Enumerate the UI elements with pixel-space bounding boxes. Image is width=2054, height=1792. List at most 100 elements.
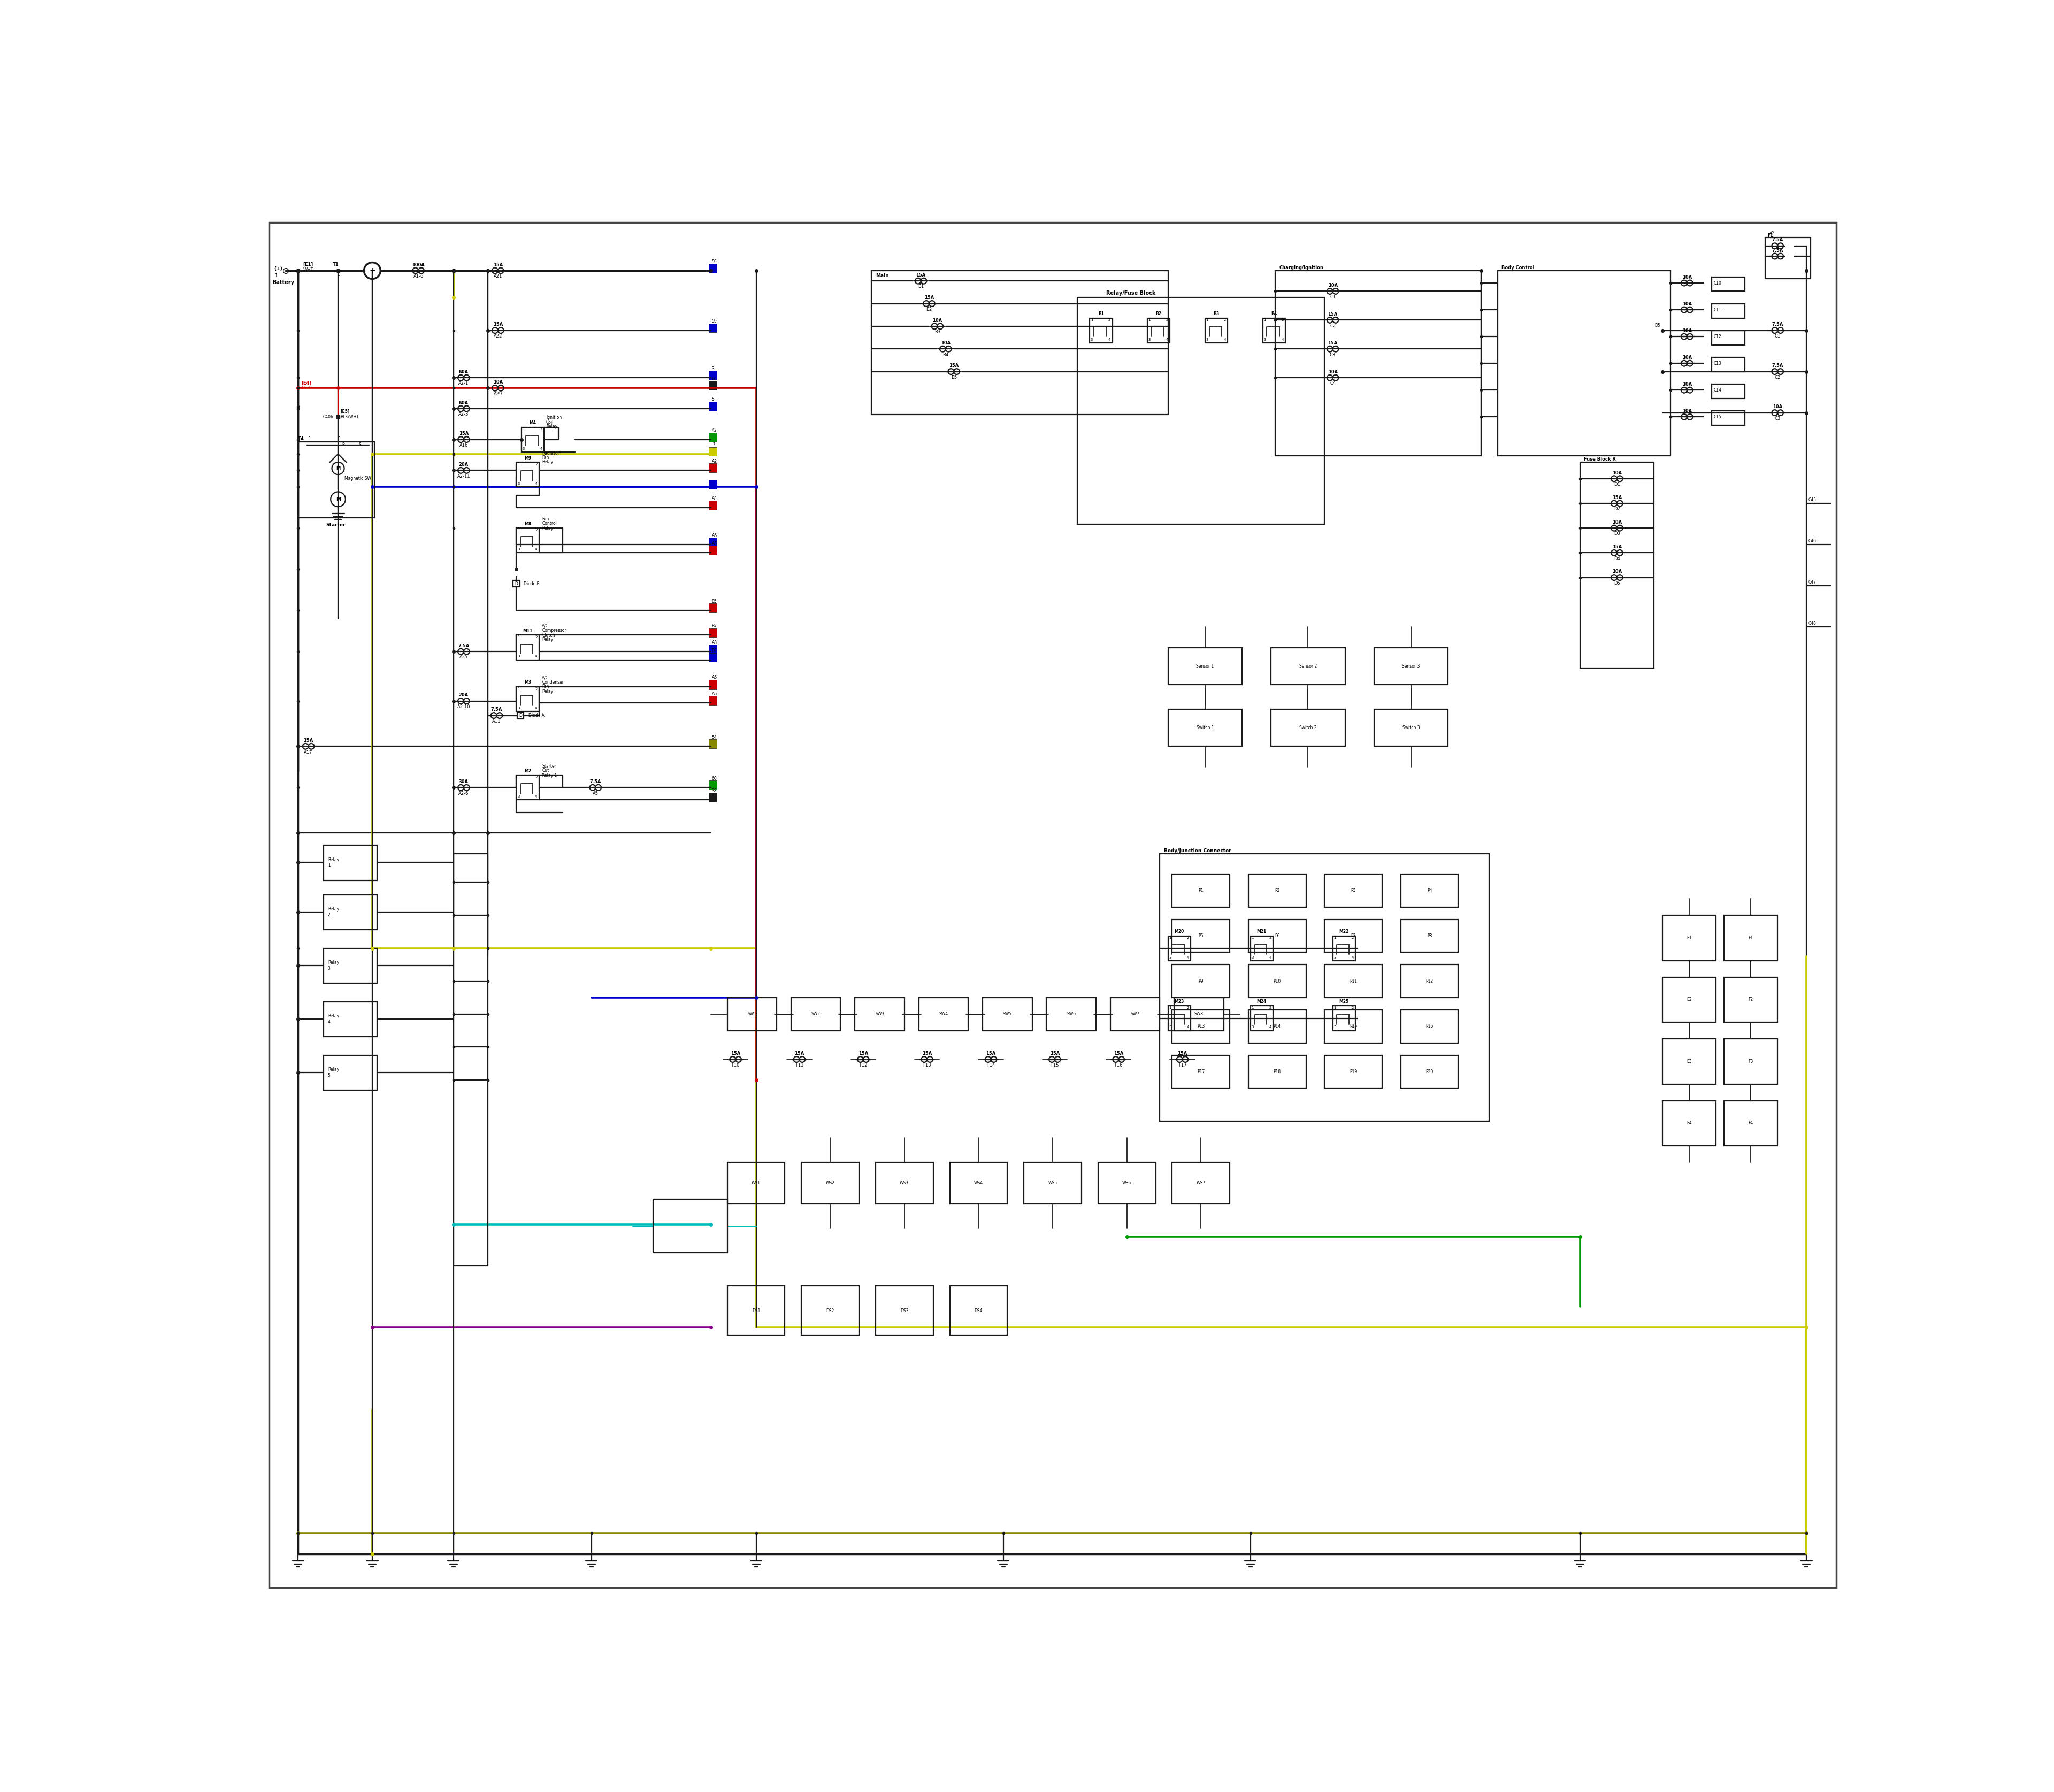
Text: 1: 1 xyxy=(518,529,520,532)
Bar xyxy=(1325,1011,1382,1043)
Bar xyxy=(709,645,717,654)
Text: [E5]: [E5] xyxy=(341,409,349,414)
Text: B7: B7 xyxy=(711,624,717,629)
Text: 15A: 15A xyxy=(859,1052,869,1055)
Bar xyxy=(1662,977,1715,1023)
Text: A6: A6 xyxy=(711,692,717,697)
Text: 15A: 15A xyxy=(304,738,314,744)
Text: F16: F16 xyxy=(1115,1063,1124,1068)
Text: D1: D1 xyxy=(1614,482,1621,487)
Text: 1: 1 xyxy=(1169,935,1171,939)
Bar xyxy=(1249,919,1306,952)
Text: 4: 4 xyxy=(534,656,538,658)
Text: 3: 3 xyxy=(1206,339,1208,340)
Text: Control: Control xyxy=(542,521,557,527)
Bar xyxy=(709,629,717,638)
Text: SW7: SW7 xyxy=(1130,1012,1140,1016)
Bar xyxy=(298,441,374,518)
Text: D5: D5 xyxy=(1614,581,1621,586)
Text: Fan: Fan xyxy=(542,685,548,690)
Text: P9: P9 xyxy=(1197,978,1204,984)
Text: 2: 2 xyxy=(1224,319,1226,323)
Text: 4: 4 xyxy=(1109,339,1111,340)
Text: D2: D2 xyxy=(1614,507,1621,511)
Text: E1: E1 xyxy=(1686,935,1692,941)
Bar xyxy=(1111,998,1161,1030)
Text: A4: A4 xyxy=(711,496,717,500)
Bar xyxy=(1249,874,1306,907)
Bar xyxy=(325,1055,378,1090)
Bar xyxy=(1206,317,1228,342)
Bar xyxy=(709,263,717,272)
Text: C13: C13 xyxy=(1713,360,1721,366)
Text: 1: 1 xyxy=(1251,935,1253,939)
Text: 15A: 15A xyxy=(916,272,926,278)
Text: B4: B4 xyxy=(943,353,949,357)
Text: Diode B: Diode B xyxy=(524,581,540,586)
Text: F14: F14 xyxy=(986,1063,994,1068)
Text: F4: F4 xyxy=(1748,1120,1754,1125)
Text: 15A: 15A xyxy=(986,1052,996,1055)
Text: 15A: 15A xyxy=(1050,1052,1060,1055)
Text: Fan: Fan xyxy=(542,516,548,521)
Text: 2: 2 xyxy=(534,636,538,638)
Text: D3: D3 xyxy=(1614,532,1621,536)
Text: A5: A5 xyxy=(592,790,598,796)
Text: M25: M25 xyxy=(1339,1000,1349,1004)
Text: 15A: 15A xyxy=(949,364,959,367)
Text: Main: Main xyxy=(875,274,889,278)
Bar xyxy=(1045,998,1097,1030)
Text: 60A: 60A xyxy=(458,369,468,375)
Text: Condenser: Condenser xyxy=(542,679,565,685)
Text: C11: C11 xyxy=(1713,308,1721,312)
Text: 1: 1 xyxy=(1169,1007,1171,1009)
Text: D: D xyxy=(520,713,522,719)
Text: (+): (+) xyxy=(275,267,283,271)
Bar xyxy=(1091,317,1113,342)
Text: 10A: 10A xyxy=(933,317,943,323)
Text: 7.5A: 7.5A xyxy=(1773,323,1783,326)
Bar xyxy=(1249,964,1306,998)
Bar xyxy=(1169,935,1191,961)
Text: 1: 1 xyxy=(518,776,520,780)
Bar xyxy=(1173,874,1230,907)
Bar xyxy=(516,776,538,799)
Bar xyxy=(709,538,717,547)
Text: Starter: Starter xyxy=(327,523,345,527)
Text: 15A: 15A xyxy=(795,1052,805,1055)
Text: Cut: Cut xyxy=(542,769,548,772)
Text: 3: 3 xyxy=(711,366,715,371)
Text: [E4]: [E4] xyxy=(302,380,312,385)
Bar xyxy=(854,998,904,1030)
Text: 10A: 10A xyxy=(1327,369,1337,375)
Bar xyxy=(1276,271,1481,455)
Text: 7.5A: 7.5A xyxy=(458,643,470,649)
Bar xyxy=(1078,297,1325,523)
Bar xyxy=(1662,1100,1715,1145)
Text: 2: 2 xyxy=(534,686,538,690)
Text: 3: 3 xyxy=(1263,339,1265,340)
Text: 4: 4 xyxy=(534,548,538,552)
Text: 3: 3 xyxy=(1333,955,1335,959)
Text: Sensor 3: Sensor 3 xyxy=(1403,663,1419,668)
Text: 4: 4 xyxy=(1187,1025,1189,1029)
Text: Radiator: Radiator xyxy=(542,452,559,455)
Bar xyxy=(1401,874,1458,907)
Text: Relay
4: Relay 4 xyxy=(329,1014,339,1025)
Text: 20A: 20A xyxy=(458,694,468,697)
Text: 1: 1 xyxy=(522,428,524,430)
Bar xyxy=(1263,317,1286,342)
Text: 2: 2 xyxy=(534,462,538,466)
Text: P10: P10 xyxy=(1273,978,1282,984)
Text: 15A: 15A xyxy=(1612,545,1623,550)
Text: 15A: 15A xyxy=(1327,340,1337,346)
Bar xyxy=(1173,964,1230,998)
Text: 3: 3 xyxy=(1333,1025,1335,1029)
Text: 4: 4 xyxy=(1269,1025,1271,1029)
Text: C3: C3 xyxy=(1775,416,1781,421)
Bar xyxy=(1497,271,1670,455)
Bar xyxy=(1325,874,1382,907)
Text: 3: 3 xyxy=(1169,1025,1171,1029)
Bar xyxy=(709,695,717,706)
Text: Relay: Relay xyxy=(546,425,557,428)
